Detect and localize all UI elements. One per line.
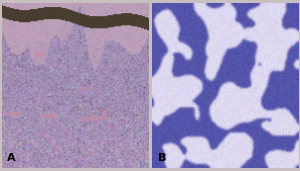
Text: A: A [8, 153, 16, 163]
Text: B: B [158, 153, 166, 163]
